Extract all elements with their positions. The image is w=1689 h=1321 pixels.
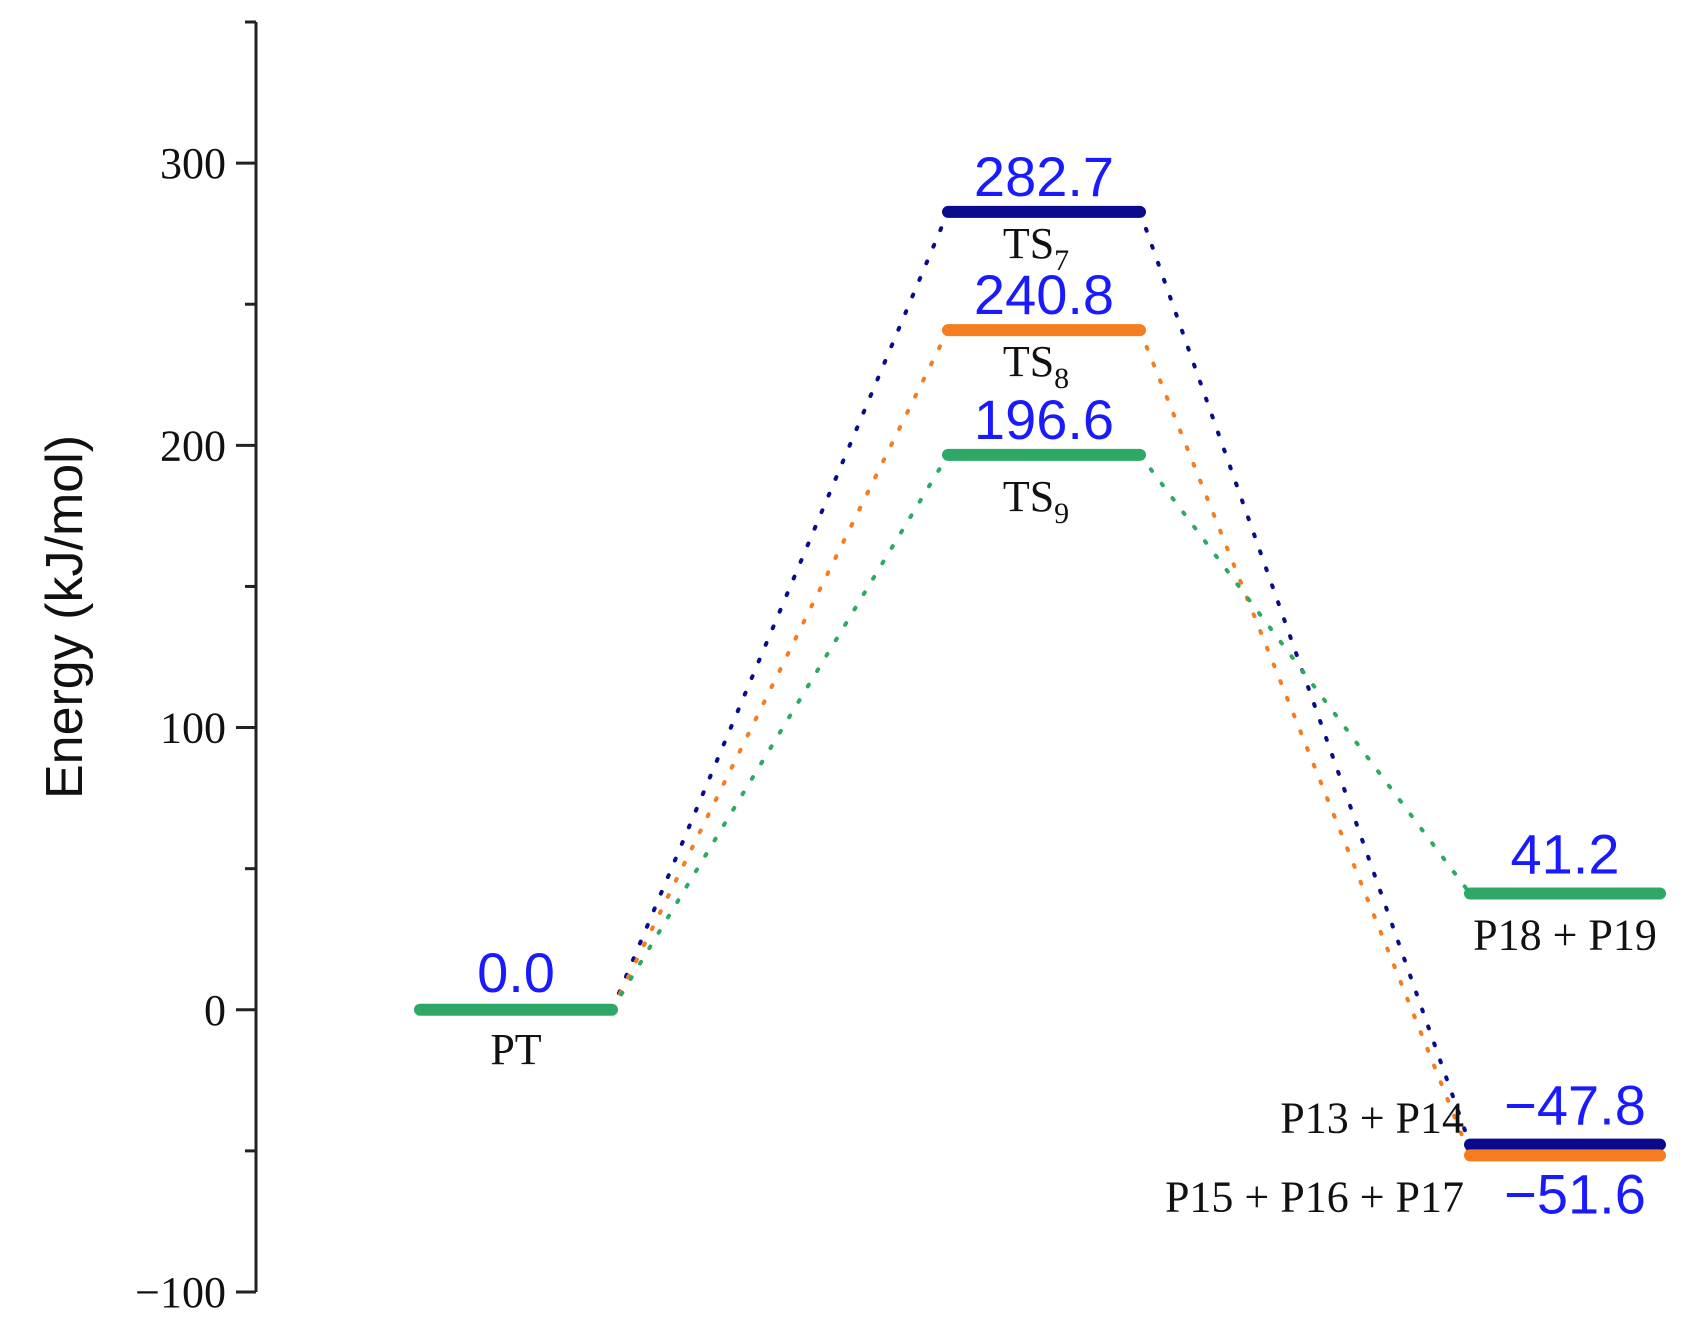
state-label-ts7: TS7 [1003, 219, 1069, 277]
state-name: TS [1003, 472, 1054, 521]
state-label-p18p19: P18 + P19 [1473, 911, 1657, 960]
y-tick-label: 0 [204, 986, 226, 1035]
state-label-p15p16p17: P15 + P16 + P17 [1165, 1172, 1464, 1221]
state-label-ts8: TS8 [1003, 337, 1069, 395]
state-subscript: 9 [1054, 497, 1069, 530]
y-tick-label: 100 [160, 704, 226, 753]
state-subscript: 7 [1054, 244, 1069, 277]
value-label-pt: 0.0 [477, 941, 555, 1004]
pathway-connector [1138, 452, 1472, 896]
value-label-p15p16p17: −51.6 [1504, 1162, 1646, 1225]
reaction-pathways [610, 209, 1472, 1158]
pathway-connector [1138, 209, 1472, 1147]
value-label-p18p19: 41.2 [1511, 823, 1620, 886]
state-label-pt: PT [490, 1025, 541, 1074]
state-name: TS [1003, 219, 1054, 268]
pathway-connector [1138, 328, 1472, 1158]
y-tick-label: 200 [160, 421, 226, 470]
state-name: P13 + P14 [1280, 1094, 1464, 1143]
y-tick-label: 300 [160, 139, 226, 188]
value-label-ts9: 196.6 [974, 388, 1114, 451]
y-axis: −100 0 100 200 300 Energy (kJ/mol) [36, 20, 258, 1317]
y-tick-label: −100 [135, 1268, 226, 1317]
energy-levels [414, 205, 1666, 1162]
pathway-connector [610, 452, 950, 1012]
state-label-ts9: TS9 [1003, 472, 1069, 530]
state-name: P15 + P16 + P17 [1165, 1172, 1464, 1221]
state-name: P18 + P19 [1473, 911, 1657, 960]
state-name: PT [490, 1025, 541, 1074]
state-label-p13p14: P13 + P14 [1280, 1094, 1464, 1143]
state-subscript: 8 [1054, 362, 1069, 395]
value-label-p13p14: −47.8 [1504, 1074, 1646, 1137]
state-name: TS [1003, 337, 1054, 386]
pathway-connector [610, 209, 950, 1012]
value-label-ts7: 282.7 [974, 145, 1114, 208]
y-axis-title: Energy (kJ/mol) [36, 435, 94, 799]
pathway-connector [610, 328, 950, 1012]
value-label-ts8: 240.8 [974, 263, 1114, 326]
